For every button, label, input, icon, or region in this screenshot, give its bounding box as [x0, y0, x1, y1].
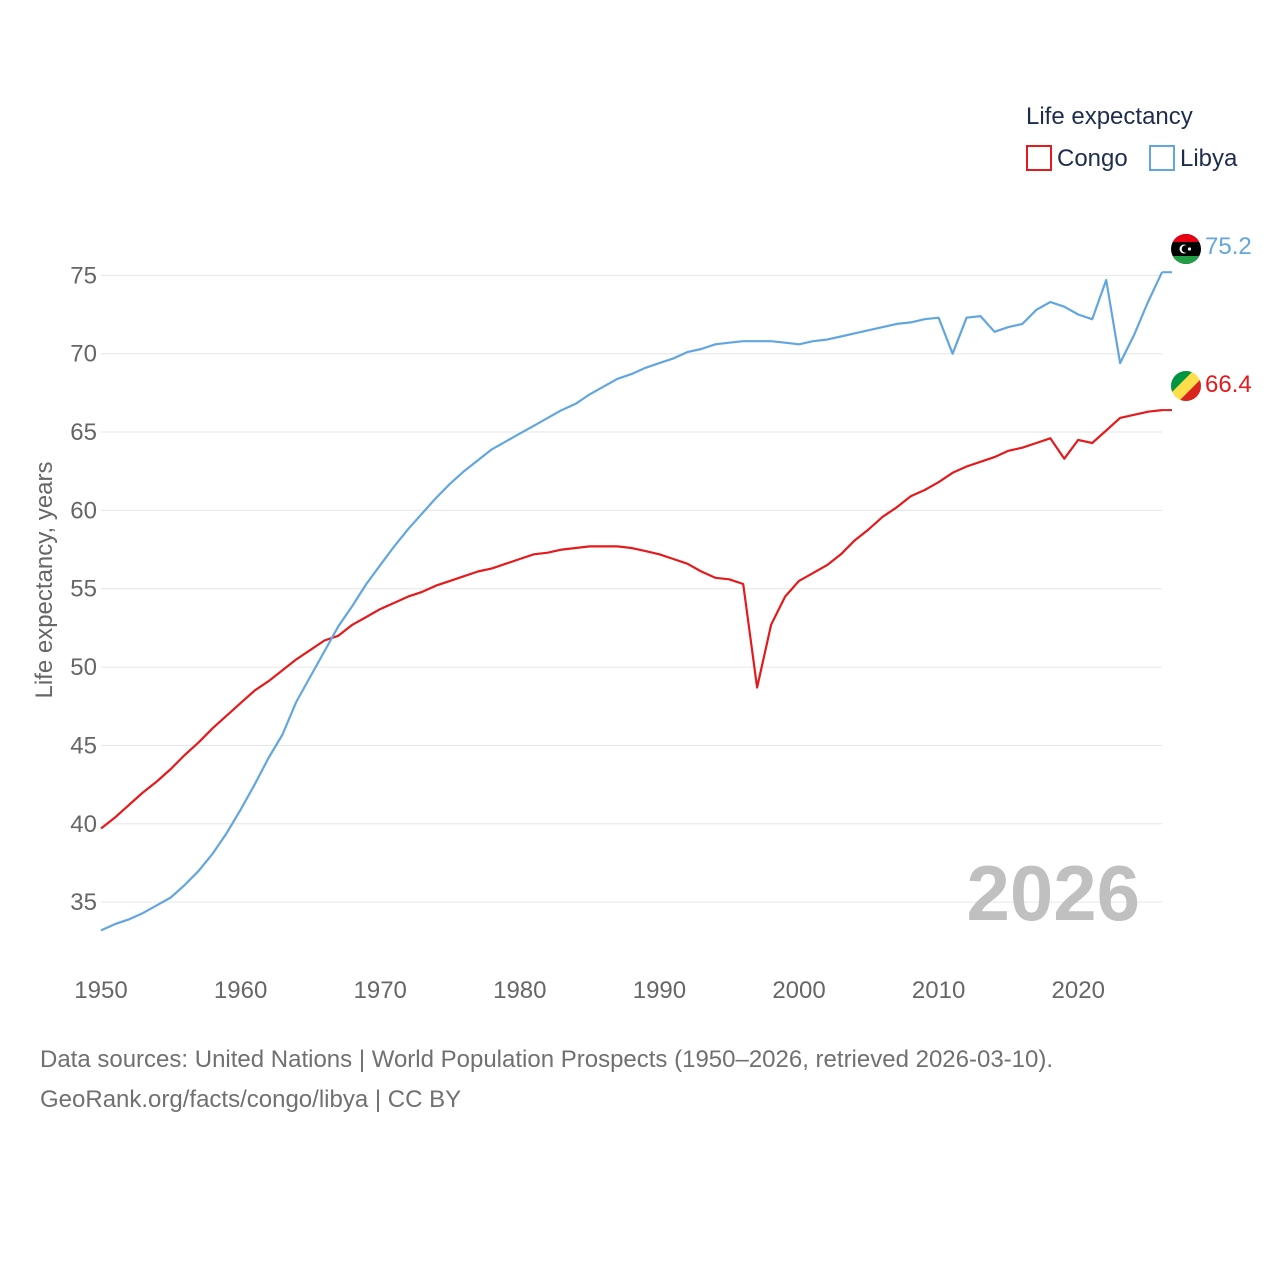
y-tick-label-50: 50 — [70, 654, 97, 681]
y-tick-label-65: 65 — [70, 419, 97, 446]
x-tick-label-1960: 1960 — [214, 977, 267, 1004]
data-source-text: Data sources: United Nations | World Pop… — [40, 1046, 1054, 1073]
legend-label-congo: Congo — [1057, 145, 1128, 172]
series-line-libya[interactable] — [100, 271, 1163, 932]
legend-item-congo[interactable]: Congo — [1026, 145, 1128, 172]
series-lines — [100, 271, 1172, 932]
legend-swatch-libya — [1149, 145, 1175, 171]
y-tick-label-40: 40 — [70, 811, 97, 838]
end-value-label-libya: 75.2 — [1205, 233, 1252, 260]
current-year-label: 2026 — [966, 849, 1140, 937]
y-axis-ticks: 35 40 45 50 55 60 65 70 75 — [70, 262, 97, 916]
legend-title: Life expectancy — [1026, 103, 1193, 130]
line-chart: 35 40 45 50 55 60 65 70 75 1950 1960 1970 1980 1990 2… — [31, 103, 1252, 1004]
series-line-congo[interactable] — [100, 409, 1163, 830]
x-tick-label-2020: 2020 — [1052, 977, 1105, 1004]
source-footer: Data sources: United Nations | World Pop… — [40, 1040, 1240, 1120]
legend-item-libya[interactable]: Libya — [1149, 145, 1238, 172]
x-tick-label-1980: 1980 — [493, 977, 546, 1004]
x-tick-label-2010: 2010 — [912, 977, 965, 1004]
y-tick-label-60: 60 — [70, 497, 97, 524]
y-axis-title: Life expectancy, years — [31, 461, 58, 698]
legend-swatch-congo — [1026, 145, 1052, 171]
x-tick-label-1990: 1990 — [633, 977, 686, 1004]
y-tick-label-75: 75 — [70, 262, 97, 289]
y-tick-label-70: 70 — [70, 341, 97, 368]
x-tick-label-2000: 2000 — [772, 977, 825, 1004]
legend-label-libya: Libya — [1180, 145, 1238, 172]
attribution-link[interactable]: GeoRank.org/facts/congo/libya | CC BY — [40, 1086, 462, 1113]
x-axis-ticks: 1950 1960 1970 1980 1990 2000 2010 2020 — [74, 977, 1105, 1004]
y-tick-label-45: 45 — [70, 732, 97, 759]
end-value-label-congo: 66.4 — [1205, 371, 1252, 398]
y-tick-label-35: 35 — [70, 889, 97, 916]
gridlines — [101, 274, 1162, 903]
x-tick-label-1950: 1950 — [74, 977, 127, 1004]
x-tick-label-1970: 1970 — [354, 977, 407, 1004]
congo-flag-icon — [1171, 371, 1201, 401]
libya-flag-icon — [1171, 234, 1201, 264]
legend[interactable]: Life expectancy Congo Libya — [1026, 103, 1238, 172]
y-tick-label-55: 55 — [70, 576, 97, 603]
